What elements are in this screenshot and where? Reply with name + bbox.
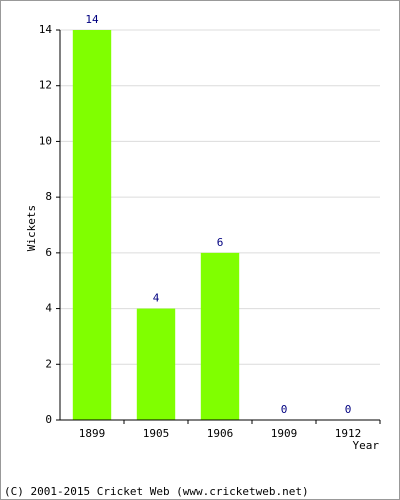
value-label: 6 [217, 236, 224, 249]
x-tick-label: 1899 [79, 427, 106, 440]
y-tick-label: 0 [45, 413, 52, 426]
bar [72, 30, 112, 420]
x-axis-label: Year [353, 439, 380, 452]
y-tick-label: 14 [39, 23, 53, 36]
x-tick-label: 1905 [143, 427, 170, 440]
y-tick-label: 2 [45, 357, 52, 370]
bar [136, 308, 176, 420]
y-tick-label: 6 [45, 246, 52, 259]
y-tick-label: 4 [45, 302, 52, 315]
value-label: 0 [281, 403, 288, 416]
value-label: 4 [153, 292, 160, 305]
value-label: 14 [85, 13, 99, 26]
y-tick-label: 8 [45, 190, 52, 203]
y-tick-label: 10 [39, 134, 52, 147]
footer: (C) 2001-2015 Cricket Web (www.cricketwe… [4, 485, 309, 498]
y-axis-label: Wickets [25, 205, 38, 251]
x-tick-label: 1912 [335, 427, 362, 440]
bar [200, 252, 240, 420]
value-label: 0 [345, 403, 352, 416]
y-tick-label: 12 [39, 79, 52, 92]
x-tick-label: 1909 [271, 427, 298, 440]
x-tick-label: 1906 [207, 427, 234, 440]
